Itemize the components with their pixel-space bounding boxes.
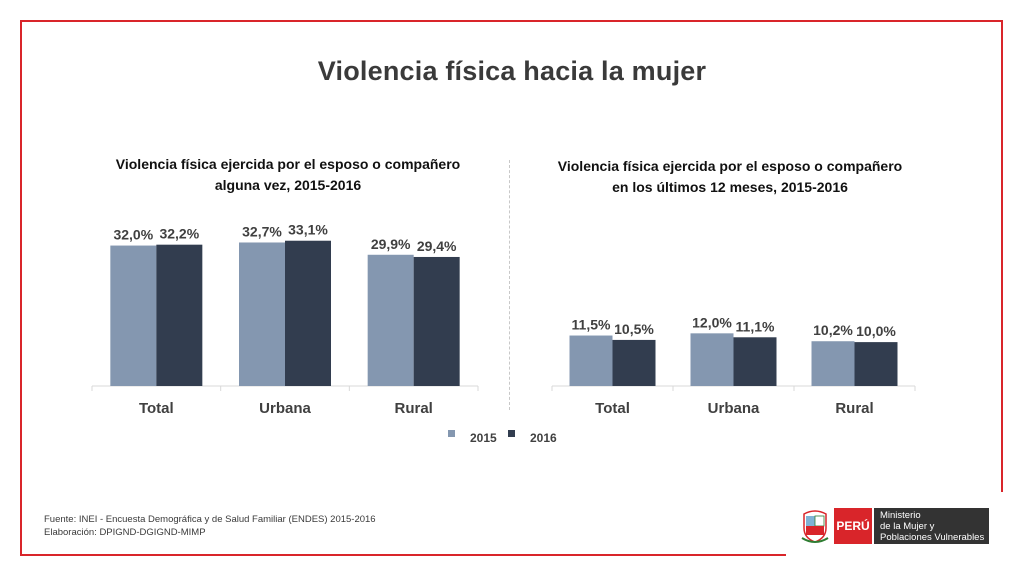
source-note: Fuente: INEI - Encuesta Demográfica y de… — [44, 513, 376, 539]
bar-2015-rural — [811, 341, 855, 386]
chart-title-right-line1: Violencia física ejercida por el esposo … — [557, 158, 903, 174]
data-label: 32,2% — [159, 226, 199, 242]
ministry-name: Ministerio de la Mujer y Poblaciones Vul… — [874, 508, 989, 544]
chart-divider — [509, 160, 510, 410]
frame-bottom — [20, 554, 786, 556]
bar-2015-urbana — [690, 333, 734, 386]
bar-2016-total — [156, 244, 203, 386]
peru-label: PERÚ — [834, 508, 872, 544]
data-label: 33,1% — [288, 222, 328, 238]
elaboration-line: Elaboración: DPIGND-DGIGND-MIMP — [44, 527, 206, 538]
data-label: 32,7% — [242, 223, 282, 239]
bar-2015-total — [110, 245, 157, 386]
chart-title-left-line2: alguna vez, 2015-2016 — [214, 177, 362, 193]
category-label: Total — [139, 400, 174, 417]
data-label: 32,0% — [113, 227, 153, 243]
coat-of-arms-icon — [801, 510, 829, 543]
data-label: 10,0% — [856, 323, 896, 339]
legend-label: 2016 — [530, 431, 557, 445]
chart-title-left: Violencia física ejercida por el esposo … — [92, 154, 484, 196]
data-label: 10,2% — [813, 322, 853, 338]
category-label: Rural — [394, 400, 432, 417]
frame-top — [20, 20, 1003, 22]
bar-2016-total — [612, 339, 656, 386]
chart-title-left-line1: Violencia física ejercida por el esposo … — [115, 156, 461, 172]
legend-swatch — [508, 430, 515, 437]
legend-swatch — [448, 430, 455, 437]
bar-2015-total — [569, 335, 613, 386]
data-label: 11,1% — [736, 318, 775, 334]
bar-2015-rural — [367, 254, 414, 386]
category-label: Rural — [835, 400, 873, 417]
frame-left — [20, 20, 22, 556]
ministry-line: Ministerio — [880, 509, 921, 521]
bar-2016-rural — [854, 342, 898, 386]
ministry-line: de la Mujer y — [880, 520, 935, 532]
source-line: Fuente: INEI - Encuesta Demográfica y de… — [44, 514, 376, 525]
bar-2016-rural — [413, 256, 460, 386]
legend-label: 2015 — [470, 431, 497, 445]
frame-right — [1001, 20, 1003, 492]
ministry-logo: PERÚ Ministerio de la Mujer y Poblacione… — [800, 508, 989, 544]
data-label: 29,9% — [371, 236, 411, 252]
bar-2015-urbana — [239, 242, 285, 386]
ministry-line: Poblaciones Vulnerables — [880, 531, 985, 543]
category-label: Urbana — [259, 400, 311, 417]
page-title: Violencia física hacia la mujer — [317, 56, 707, 86]
category-label: Urbana — [708, 400, 760, 417]
data-label: 10,5% — [614, 321, 654, 337]
chart-title-right: Violencia física ejercida por el esposo … — [530, 156, 930, 198]
category-label: Total — [595, 400, 630, 417]
bar-2016-urbana — [285, 240, 331, 386]
data-label: 11,5% — [572, 317, 611, 333]
data-label: 12,0% — [692, 314, 732, 330]
chart-title-right-line2: en los últimos 12 meses, 2015-2016 — [612, 179, 848, 195]
data-label: 29,4% — [417, 238, 457, 254]
bar-2016-urbana — [733, 337, 777, 386]
